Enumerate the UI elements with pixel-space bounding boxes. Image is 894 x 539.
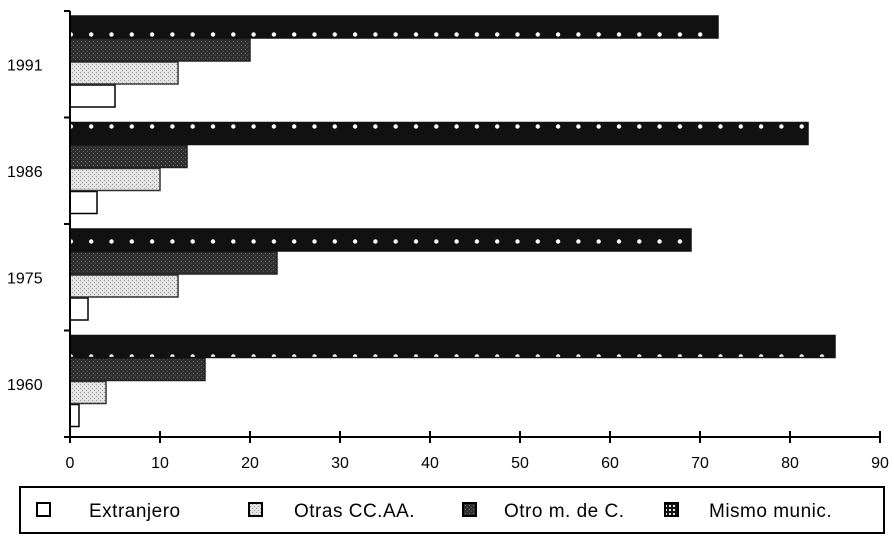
bars-layer xyxy=(69,15,836,428)
y-tick-label: 1986 xyxy=(7,164,43,181)
bar-1986-mismo-munic- xyxy=(69,121,809,146)
legend-label: Otras CC.AA. xyxy=(294,501,415,522)
bar-1960-extranjero xyxy=(69,403,80,428)
x-tick-label: 50 xyxy=(511,455,529,472)
x-tick-label: 70 xyxy=(691,455,709,472)
legend: Extranjero Otras CC.AA. Otro m. de C. Mismo… xyxy=(19,486,885,534)
x-tick-label: 90 xyxy=(871,455,889,472)
bar-1986-extranjero xyxy=(69,190,98,215)
x-tick-label: 60 xyxy=(601,455,619,472)
legend-swatch-extranjero xyxy=(36,502,51,517)
bar-1960-otras-cc-aa- xyxy=(69,380,107,405)
legend-swatch-otro-m-de-c- xyxy=(462,502,477,517)
x-tick-label: 20 xyxy=(241,455,259,472)
bar-1975-otras-cc-aa- xyxy=(69,274,179,298)
legend-swatch-otras-cc-aa- xyxy=(248,502,263,517)
legend-box xyxy=(19,486,885,534)
x-tick-label: 0 xyxy=(66,455,75,472)
bar-1960-otro-m-de-c- xyxy=(69,357,206,382)
legend-label: Extranjero xyxy=(89,501,181,522)
bar-1991-otro-m-de-c- xyxy=(69,38,251,62)
y-tick-label: 1975 xyxy=(7,270,43,287)
y-tick-label: 1991 xyxy=(7,57,43,74)
bar-1991-extranjero xyxy=(69,84,116,108)
x-tick-label: 40 xyxy=(421,455,439,472)
bar-1975-mismo-munic- xyxy=(69,228,692,252)
axes-layer: 1991 1986 1975 1960 0 10 20 30 40 50 60 70 80 90 xyxy=(7,10,889,472)
legend-swatch-mismo-munic- xyxy=(664,502,679,517)
bar-1986-otro-m-de-c- xyxy=(69,144,188,169)
bar-1991-otras-cc-aa- xyxy=(69,61,179,85)
x-tick-label: 10 xyxy=(151,455,169,472)
x-tick-label: 80 xyxy=(781,455,799,472)
bar-1975-otro-m-de-c- xyxy=(69,251,278,275)
bar-1975-extranjero xyxy=(69,297,89,321)
bar-1960-mismo-munic- xyxy=(69,334,836,359)
y-tick-label: 1960 xyxy=(7,377,43,394)
bar-1986-otras-cc-aa- xyxy=(69,167,161,192)
x-tick-label: 30 xyxy=(331,455,349,472)
bar-1991-mismo-munic- xyxy=(69,15,719,39)
legend-label: Otro m. de C. xyxy=(504,501,625,522)
legend-label: Mismo munic. xyxy=(709,501,832,522)
